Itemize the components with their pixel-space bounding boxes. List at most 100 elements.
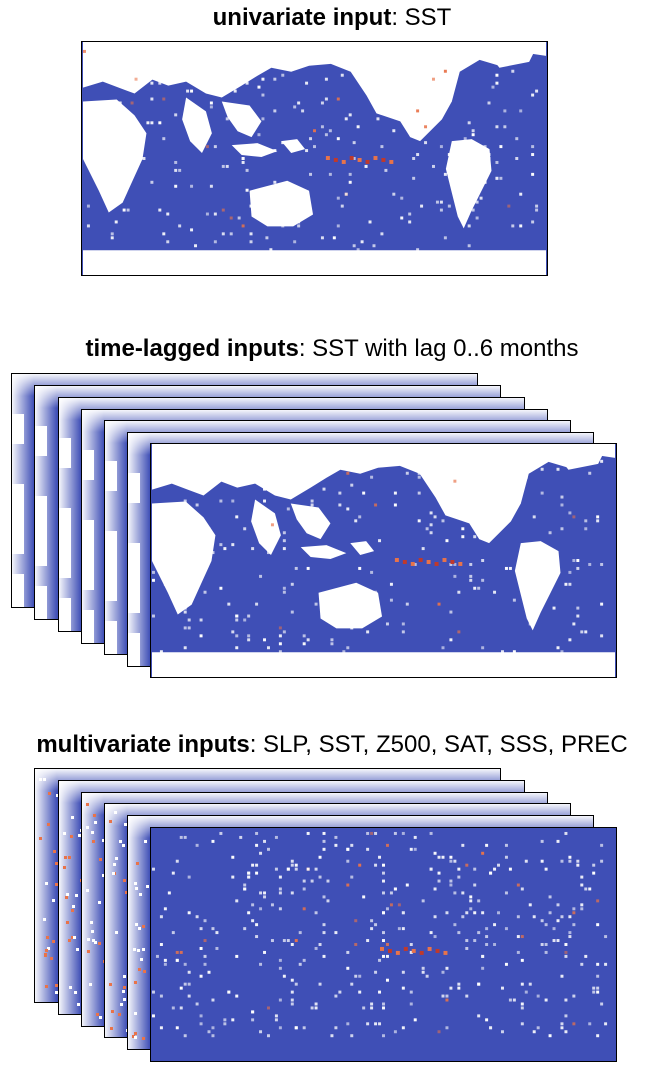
- enso-anomaly-cell: [443, 950, 448, 955]
- grid-cell-speckle: [552, 606, 556, 610]
- enso-anomaly-cell: [341, 159, 346, 164]
- grid-cell-speckle: [356, 248, 360, 252]
- grid-cell-speckle: [235, 899, 239, 903]
- grid-cell-speckle: [429, 511, 433, 515]
- grid-cell-speckle: [102, 172, 106, 176]
- grid-cell-speckle: [302, 511, 306, 515]
- grid-cell-speckle: [313, 145, 316, 149]
- grid-cell-speckle: [596, 1034, 600, 1038]
- grid-cell-speckle: [417, 467, 421, 471]
- grid-cell-speckle: [293, 105, 297, 109]
- grid-cell-speckle: [227, 602, 231, 606]
- grid-cell-speckle: [420, 204, 424, 208]
- grid-cell-speckle: [481, 911, 485, 915]
- edge-speckle: [138, 968, 141, 971]
- grid-cell-speckle: [294, 867, 298, 871]
- edge-speckle: [87, 938, 90, 941]
- grid-cell-speckle: [186, 89, 190, 93]
- edge-speckle: [76, 948, 79, 951]
- grid-cell-speckle: [439, 200, 443, 204]
- grid-cell-speckle: [259, 907, 263, 911]
- grid-cell-speckle: [235, 954, 239, 958]
- grid-cell-speckle: [350, 626, 354, 630]
- edge-speckle: [39, 837, 42, 840]
- grid-cell-speckle: [358, 990, 362, 994]
- grid-cell-speckle: [477, 982, 481, 986]
- grid-cell-speckle: [435, 113, 439, 117]
- grid-cell-speckle: [413, 451, 417, 455]
- grid-cell-speckle: [453, 479, 457, 483]
- grid-cell-speckle: [195, 843, 199, 847]
- enso-anomaly-cell: [419, 950, 424, 955]
- grid-cell-speckle: [497, 479, 500, 483]
- grid-cell-speckle: [354, 974, 358, 978]
- enso-anomaly-cell: [394, 558, 399, 562]
- grid-cell-speckle: [473, 867, 477, 871]
- grid-cell-speckle: [221, 232, 225, 236]
- grid-cell-speckle: [568, 855, 572, 859]
- grid-cell-speckle: [449, 562, 453, 566]
- grid-cell-speckle: [453, 451, 457, 455]
- grid-cell-speckle: [263, 487, 267, 491]
- enso-anomaly-cell: [427, 946, 432, 951]
- grid-cell-speckle: [437, 1030, 441, 1034]
- grid-cell-speckle: [82, 137, 86, 141]
- grid-cell-speckle: [313, 45, 316, 49]
- grid-cell-speckle: [378, 539, 382, 543]
- grid-cell-speckle: [330, 638, 334, 642]
- grid-cell-speckle: [229, 216, 233, 220]
- grid-cell-speckle: [469, 578, 473, 582]
- grid-cell-speckle: [175, 950, 179, 954]
- grid-cell-speckle: [282, 630, 286, 634]
- grid-cell-speckle: [437, 602, 441, 606]
- edge-speckle: [133, 948, 136, 951]
- grid-cell-speckle: [219, 831, 223, 835]
- grid-cell-speckle: [151, 614, 155, 618]
- grid-cell-speckle: [114, 220, 118, 224]
- grid-cell-speckle: [352, 157, 356, 160]
- grid-cell-speckle: [247, 447, 251, 451]
- grid-cell-speckle: [516, 915, 520, 919]
- edge-speckle: [47, 947, 50, 950]
- grid-cell-speckle: [417, 519, 421, 523]
- grid-cell-speckle: [86, 224, 90, 228]
- grid-cell-speckle: [572, 923, 576, 927]
- edge-speckle: [68, 939, 71, 942]
- grid-cell-speckle: [382, 1002, 385, 1006]
- edge-speckle: [120, 1003, 123, 1006]
- grid-cell-speckle: [531, 172, 535, 176]
- grid-cell-speckle: [263, 950, 267, 954]
- grid-cell-speckle: [167, 467, 171, 471]
- grid-cell-speckle: [290, 943, 294, 946]
- grid-cell-speckle: [600, 459, 604, 463]
- grid-cell-speckle: [163, 559, 167, 562]
- grid-cell-speckle: [385, 943, 389, 946]
- grid-cell-speckle: [219, 586, 223, 590]
- grid-cell-speckle: [294, 863, 298, 867]
- grid-cell-speckle: [314, 1006, 318, 1010]
- grid-cell-speckle: [290, 610, 294, 614]
- grid-cell-speckle: [294, 939, 298, 943]
- grid-cell-speckle: [110, 236, 114, 240]
- grid-cell-speckle: [235, 618, 239, 622]
- edge-speckle: [124, 823, 127, 826]
- grid-cell-speckle: [568, 451, 572, 455]
- grid-cell-speckle: [477, 931, 481, 935]
- grid-cell-speckle: [556, 646, 560, 650]
- grid-cell-speckle: [532, 515, 536, 519]
- grid-cell-speckle: [159, 650, 163, 654]
- grid-cell-speckle: [302, 879, 306, 883]
- grid-cell-speckle: [504, 843, 508, 847]
- grid-cell-speckle: [306, 831, 310, 835]
- enso-anomaly-cell: [435, 948, 440, 953]
- grid-cell-speckle: [504, 927, 508, 931]
- grid-cell-speckle: [556, 903, 560, 907]
- edge-speckle: [55, 991, 58, 994]
- grid-cell-speckle: [374, 831, 378, 835]
- grid-cell-speckle: [374, 970, 378, 974]
- grid-cell-speckle: [507, 204, 511, 208]
- grid-cell-speckle: [508, 459, 512, 463]
- grid-cell-speckle: [572, 911, 576, 915]
- grid-cell-speckle: [191, 531, 195, 535]
- land-edge: [12, 484, 24, 554]
